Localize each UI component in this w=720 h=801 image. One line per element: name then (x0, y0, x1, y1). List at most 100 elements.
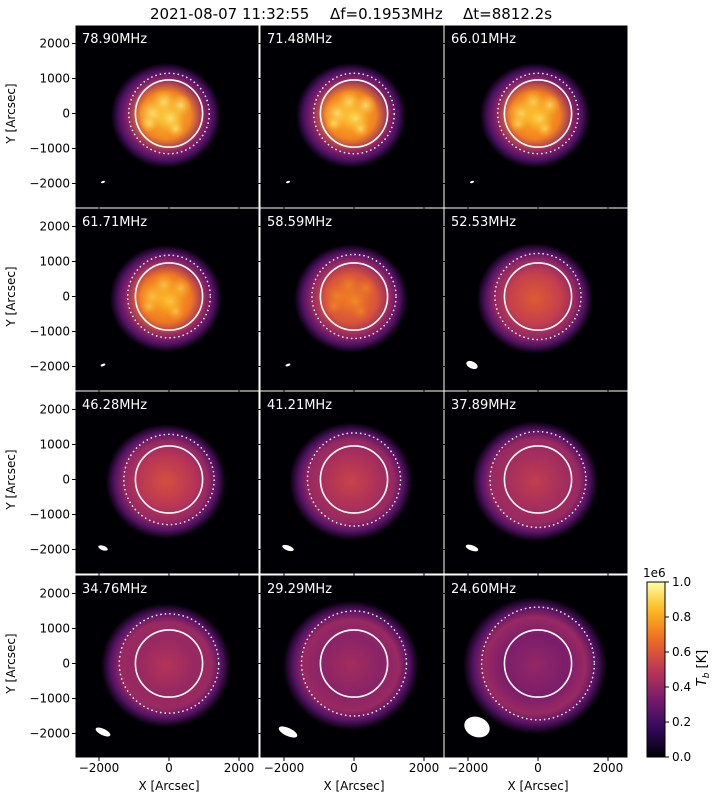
colorbar-tick-label: 0.4 (672, 680, 691, 694)
x-axis-title: X [Arcsec] (507, 779, 568, 793)
beam-ellipse (278, 726, 298, 738)
x-axis-title: X [Arcsec] (323, 779, 384, 793)
image-panel: 71.48MHz (257, 25, 444, 211)
y-tick-label: 0 (62, 290, 70, 304)
brightness-distribution (105, 424, 227, 539)
axes-labels: 2000 1000 0 −1000 −2000 Y [Arcsec] 2000 1000 0 −1… (4, 37, 623, 794)
brightness-distribution (462, 596, 608, 735)
dotted-contour-circle (126, 254, 211, 339)
y-axis-title: Y [Arcsec] (4, 83, 18, 144)
colorbar-ticks: 0.0 0.2 0.4 0.6 0.8 1.0 (665, 575, 691, 764)
dotted-contour-circle (311, 253, 397, 340)
dotted-contour-circle (489, 430, 587, 529)
x-tick-label: 0 (534, 761, 542, 775)
optical-disk-circle (503, 445, 573, 514)
beam-ellipse (285, 363, 291, 367)
y-tick-label: 0 (62, 473, 70, 487)
bright-patch (508, 114, 527, 133)
brightness-distribution (283, 600, 419, 731)
brightness-distribution (289, 422, 413, 541)
panel-frame (75, 575, 259, 758)
colorbar-label: Tb [K] (695, 650, 712, 686)
optical-disk-circle (319, 445, 389, 514)
colorbar-tick-label: 0.6 (672, 645, 691, 659)
panel-frame (75, 208, 259, 391)
brightness-distribution (476, 243, 594, 354)
brightness-distribution (471, 421, 599, 542)
image-panel: 29.29MHz (257, 575, 444, 761)
frequency-label: 46.28MHz (82, 398, 147, 413)
dotted-contour-circle (123, 433, 215, 526)
optical-disk-circle (134, 445, 204, 514)
optical-disk-circle (503, 79, 573, 148)
dotted-contour-circle (118, 613, 220, 714)
frequency-label: 29.29MHz (267, 582, 332, 597)
y-tick-label: 1000 (39, 622, 70, 636)
bright-patch (351, 119, 370, 138)
panel-frame (444, 391, 628, 574)
x-tick-label: 0 (350, 761, 358, 775)
panel-frame (444, 575, 628, 758)
frequency-label: 37.89MHz (451, 398, 516, 413)
beam-ellipse (464, 716, 490, 738)
frequency-label: 66.01MHz (451, 32, 516, 47)
panel-frame (444, 25, 628, 208)
x-tick-label: 2000 (224, 761, 255, 775)
image-panel: 24.60MHz (441, 575, 628, 761)
y-tick-label: 1000 (39, 438, 70, 452)
frequency-label: 41.21MHz (267, 398, 332, 413)
panel-frame (260, 575, 444, 758)
y-tick-label: 2000 (39, 220, 70, 234)
y-tick-label: 2000 (39, 587, 70, 601)
bright-patch (166, 302, 185, 321)
x-tick-label: −2000 (79, 761, 120, 775)
y-tick-label: −2000 (29, 543, 70, 557)
header-time-resolution: Δt=8812.2s (463, 5, 552, 23)
y-tick-label: −1000 (29, 508, 70, 522)
x-tick-label: 0 (165, 761, 173, 775)
panel-frame (75, 391, 259, 574)
colorbar-gradient (646, 581, 666, 758)
bright-patch (535, 119, 554, 138)
frequency-label: 58.59MHz (267, 215, 332, 230)
x-tick-label: 2000 (409, 761, 440, 775)
panel-frame (75, 25, 259, 208)
frequency-label: 52.53MHz (451, 215, 516, 230)
x-tick-label: 2000 (593, 761, 624, 775)
optical-disk-circle (134, 629, 204, 698)
bright-patch (354, 276, 378, 300)
image-panel: 52.53MHz (441, 208, 628, 394)
x-axis-title: X [Arcsec] (138, 779, 199, 793)
bright-patch (166, 119, 185, 138)
image-panel: 46.28MHz (72, 391, 259, 577)
dotted-contour-circle (497, 72, 579, 155)
frequency-label: 71.48MHz (267, 32, 332, 47)
frequency-label: 61.71MHz (82, 215, 147, 230)
y-tick-label: 2000 (39, 403, 70, 417)
image-panel: 78.90MHz (72, 25, 259, 211)
y-tick-label: 2000 (39, 37, 70, 51)
dotted-contour-circle (480, 606, 596, 721)
y-axis-title: Y [Arcsec] (4, 449, 18, 510)
colorbar-tick-label: 0.8 (672, 610, 691, 624)
optical-disk-circle (503, 262, 573, 331)
image-panel: 34.76MHz (72, 575, 259, 761)
bright-patch (169, 276, 193, 300)
bright-patch (324, 297, 343, 316)
y-tick-label: −1000 (29, 325, 70, 339)
bright-patch (324, 114, 343, 133)
colorbar-tick-label: 1.0 (672, 575, 691, 589)
optical-disk-circle (134, 262, 204, 331)
panel-grid: 78.90MHz 71.48MHz 66.01MHz 61.71MHz 58.59MHz… (72, 25, 628, 761)
beam-ellipse (286, 180, 290, 184)
x-tick-label: −2000 (448, 761, 489, 775)
beam-ellipse (465, 544, 479, 552)
header-timestamp: 2021-08-07 11:32:55 (150, 5, 309, 23)
dotted-contour-circle (128, 72, 210, 155)
bright-patch (354, 93, 378, 117)
bright-patch (351, 302, 370, 321)
beam-ellipse (100, 363, 106, 367)
optical-disk-circle (319, 79, 389, 148)
panel-frame (260, 391, 444, 574)
dotted-contour-circle (300, 610, 408, 717)
